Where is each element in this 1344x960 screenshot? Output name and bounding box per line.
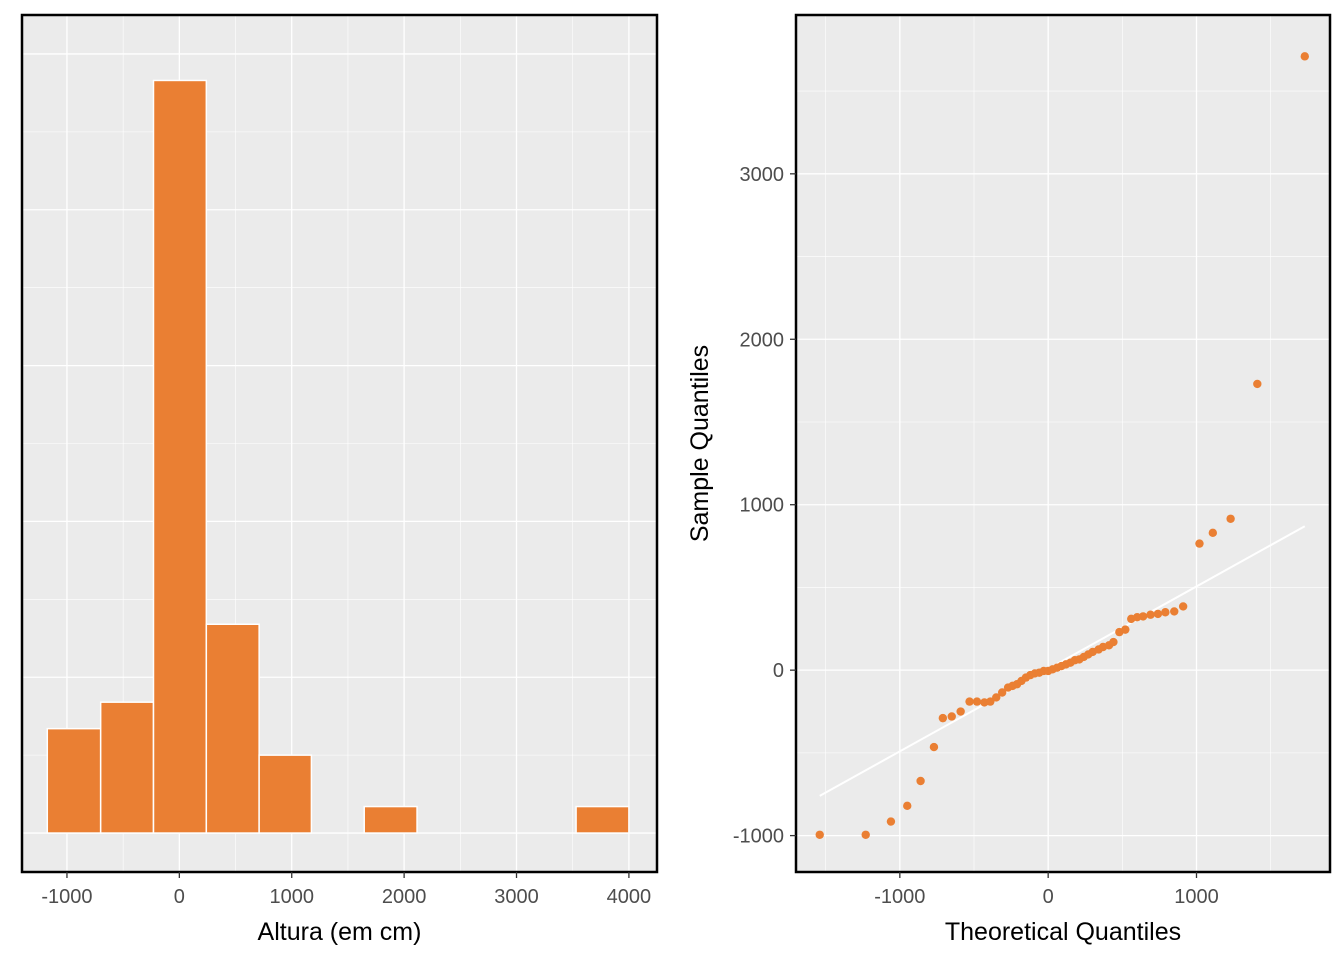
qq-point bbox=[815, 830, 824, 839]
qq-point bbox=[1300, 52, 1309, 61]
histogram-x-tick-label: 2000 bbox=[382, 886, 427, 908]
qq-point bbox=[997, 688, 1007, 697]
qq-y-axis-label: Sample Quantiles bbox=[686, 345, 714, 542]
histogram-bar bbox=[258, 754, 313, 834]
qq-y-tick-label: 3000 bbox=[740, 164, 785, 186]
qq-point bbox=[1121, 625, 1130, 634]
qq-y-tick-label: 0 bbox=[773, 660, 784, 682]
qq-point bbox=[992, 693, 1001, 702]
qq-point bbox=[1178, 602, 1188, 611]
qq-point bbox=[1109, 637, 1118, 647]
qq-y-tick-label: 1000 bbox=[740, 495, 785, 517]
qq-panel: -1000 0 1000 -1000 0 1000 2000 3000 Theoretical … bbox=[686, 13, 1332, 946]
qq-point bbox=[1161, 608, 1170, 617]
histogram-bar bbox=[363, 805, 418, 834]
qq-point bbox=[1138, 612, 1148, 621]
qq-point bbox=[1153, 609, 1163, 619]
histogram-bars bbox=[46, 79, 630, 834]
histogram-x-axis-label: Altura (em cm) bbox=[258, 918, 422, 946]
qq-point bbox=[986, 697, 995, 706]
qq-point bbox=[903, 801, 912, 811]
histogram-x-tick-label: 1000 bbox=[269, 886, 314, 908]
qq-points bbox=[815, 52, 1309, 839]
histogram-bar bbox=[152, 79, 208, 834]
qq-point bbox=[1170, 607, 1179, 616]
qq-point bbox=[1146, 610, 1155, 619]
qq-point bbox=[972, 697, 982, 706]
histogram-panel: -1000 0 1000 2000 3000 4000 Altura (em cm) bbox=[20, 13, 659, 946]
histogram-x-tick-label: 3000 bbox=[494, 886, 539, 908]
qq-y-tick-label: 2000 bbox=[740, 329, 785, 351]
histogram-bar bbox=[575, 805, 630, 834]
histogram-x-tick-label: 0 bbox=[174, 886, 185, 908]
qq-point bbox=[965, 697, 974, 706]
histogram-bar bbox=[99, 701, 155, 834]
histogram-border bbox=[20, 13, 659, 874]
qq-x-tick-label: 1000 bbox=[1174, 886, 1219, 908]
qq-x-axis-label: Theoretical Quantiles bbox=[945, 918, 1181, 946]
qq-point bbox=[947, 712, 956, 721]
qq-point bbox=[1253, 379, 1262, 389]
qq-point bbox=[1226, 514, 1235, 523]
qq-point bbox=[956, 707, 965, 716]
qq-point bbox=[886, 817, 896, 826]
qq-point bbox=[1208, 528, 1218, 538]
qq-gridlines bbox=[796, 15, 1330, 872]
qq-background bbox=[796, 15, 1330, 872]
qq-point bbox=[1195, 539, 1204, 548]
qq-point bbox=[929, 742, 939, 752]
qq-point bbox=[938, 713, 948, 723]
qq-border bbox=[794, 13, 1332, 874]
histogram-x-tick-label: -1000 bbox=[41, 886, 92, 908]
qq-point bbox=[916, 776, 925, 786]
qq-reference-line bbox=[819, 525, 1306, 797]
qq-x-tick-label: 0 bbox=[1043, 886, 1054, 908]
qq-point bbox=[861, 830, 870, 839]
qq-y-tick-label: -1000 bbox=[733, 826, 784, 848]
histogram-x-tick-label: 4000 bbox=[607, 886, 652, 908]
histogram-bar bbox=[205, 623, 260, 834]
qq-x-tick-label: -1000 bbox=[874, 886, 925, 908]
histogram-bar bbox=[46, 727, 102, 834]
